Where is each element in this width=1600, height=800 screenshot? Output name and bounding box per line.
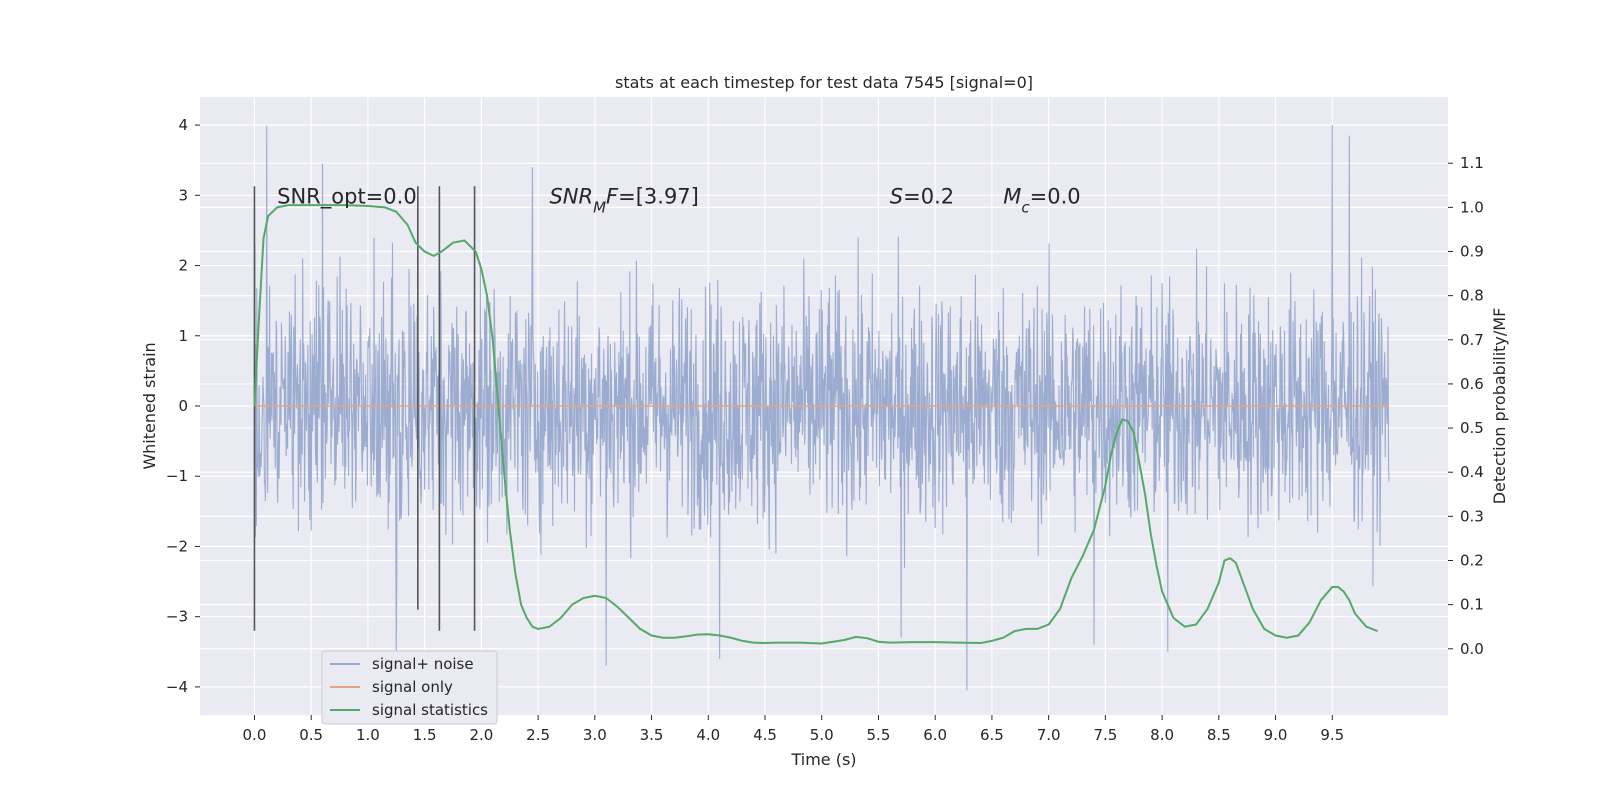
- x-tick-label: 5.0: [810, 726, 834, 744]
- x-tick-label: 2.0: [469, 726, 493, 744]
- y2-axis-title: Detection probability/MF: [1490, 308, 1509, 505]
- x-tick-label: 0.0: [243, 726, 267, 744]
- annotation-segment: SNR_opt=0.0: [277, 184, 417, 209]
- x-tick-label: 8.0: [1150, 726, 1174, 744]
- y-tick-label: −4: [166, 678, 188, 696]
- x-axis-ticks: 0.0 0.5 1.0 1.5 2.0 2.5 3.0 3.5 4.0 4.5 5.0 5.5 6.0 6…: [243, 715, 1344, 744]
- statistics-series: [253, 204, 1379, 645]
- y-tick-label: 4: [178, 116, 188, 134]
- x-axis-title: Time (s): [790, 750, 856, 769]
- x-tick-label: 3.0: [583, 726, 607, 744]
- y-tick-label: −2: [166, 537, 188, 555]
- y-axis-ticks: −4 −3 −2 −1 0 1 2 3 4: [166, 116, 200, 696]
- vertical-markers: [253, 186, 476, 631]
- annotation-segment: =[3.97]: [618, 184, 699, 208]
- annotation-segment: =0.2: [903, 184, 954, 208]
- y2-tick-label: 1.1: [1460, 154, 1484, 172]
- y2-tick-label: 0.6: [1460, 375, 1484, 393]
- annotation-text: SNR_opt=0.0: [277, 184, 417, 209]
- annotation-segment: M: [593, 198, 606, 216]
- legend-label: signal+ noise: [372, 655, 474, 673]
- annotation-text: SNRMF=[3.97]: [549, 184, 698, 216]
- statistics-line: [253, 204, 1379, 645]
- annotation-segment: c: [1021, 198, 1030, 216]
- y2-tick-label: 0.4: [1460, 463, 1484, 481]
- x-tick-label: 6.5: [980, 726, 1004, 744]
- annotation-text: S=0.2: [890, 184, 954, 208]
- y-tick-label: −3: [166, 608, 188, 626]
- x-tick-label: 9.0: [1264, 726, 1288, 744]
- x-tick-label: 0.5: [299, 726, 323, 744]
- x-tick-label: 4.5: [753, 726, 777, 744]
- y2-tick-label: 0.2: [1460, 552, 1484, 570]
- x-tick-label: 1.5: [413, 726, 437, 744]
- y-axis-title: Whitened strain: [140, 342, 159, 469]
- y-tick-label: 0: [178, 397, 188, 415]
- annotation-segment: SNR: [549, 184, 593, 208]
- x-tick-label: 7.0: [1037, 726, 1061, 744]
- annotation-segment: M: [1003, 184, 1021, 208]
- legend-label: signal statistics: [372, 701, 488, 719]
- x-tick-label: 4.0: [696, 726, 720, 744]
- chart-title: stats at each timestep for test data 754…: [615, 73, 1033, 92]
- y2-tick-label: 0.0: [1460, 640, 1484, 658]
- y-tick-label: 1: [178, 327, 188, 345]
- y2-tick-label: 1.0: [1460, 198, 1484, 216]
- noise-line: [253, 125, 1390, 691]
- y2-tick-label: 0.9: [1460, 243, 1484, 261]
- y2-tick-label: 0.3: [1460, 507, 1484, 525]
- legend-label: signal only: [372, 678, 453, 696]
- y2-tick-label: 0.8: [1460, 287, 1484, 305]
- legend: signal+ noise signal only signal statistic…: [321, 650, 498, 725]
- x-tick-label: 2.5: [526, 726, 550, 744]
- y2-tick-label: 0.1: [1460, 596, 1484, 614]
- x-tick-label: 8.5: [1207, 726, 1231, 744]
- annotation-segment: S: [890, 184, 903, 208]
- y2-tick-label: 0.7: [1460, 331, 1484, 349]
- x-tick-label: 7.5: [1093, 726, 1117, 744]
- annotation-segment: =0.0: [1030, 184, 1081, 208]
- x-tick-label: 5.5: [867, 726, 891, 744]
- y2-axis-ticks: 0.0 0.1 0.2 0.3 0.4 0.5 0.6 0.7 0.8 0.9 1.0 1.1: [1448, 154, 1484, 658]
- y-tick-label: 3: [178, 186, 188, 204]
- x-tick-label: 1.0: [356, 726, 380, 744]
- y2-tick-label: 0.5: [1460, 419, 1484, 437]
- x-tick-label: 6.0: [923, 726, 947, 744]
- annotations: SNR_opt=0.0 SNRMF=[3.97] S=0.2 Mc=0.0: [277, 184, 1080, 216]
- x-tick-label: 9.5: [1320, 726, 1344, 744]
- x-tick-label: 3.5: [640, 726, 664, 744]
- legend-box: [321, 650, 498, 725]
- noise-series: [253, 125, 1390, 691]
- y-tick-label: −1: [166, 467, 188, 485]
- annotation-text: Mc=0.0: [1003, 184, 1080, 216]
- y-tick-label: 2: [178, 257, 188, 275]
- annotation-segment: F: [606, 184, 619, 208]
